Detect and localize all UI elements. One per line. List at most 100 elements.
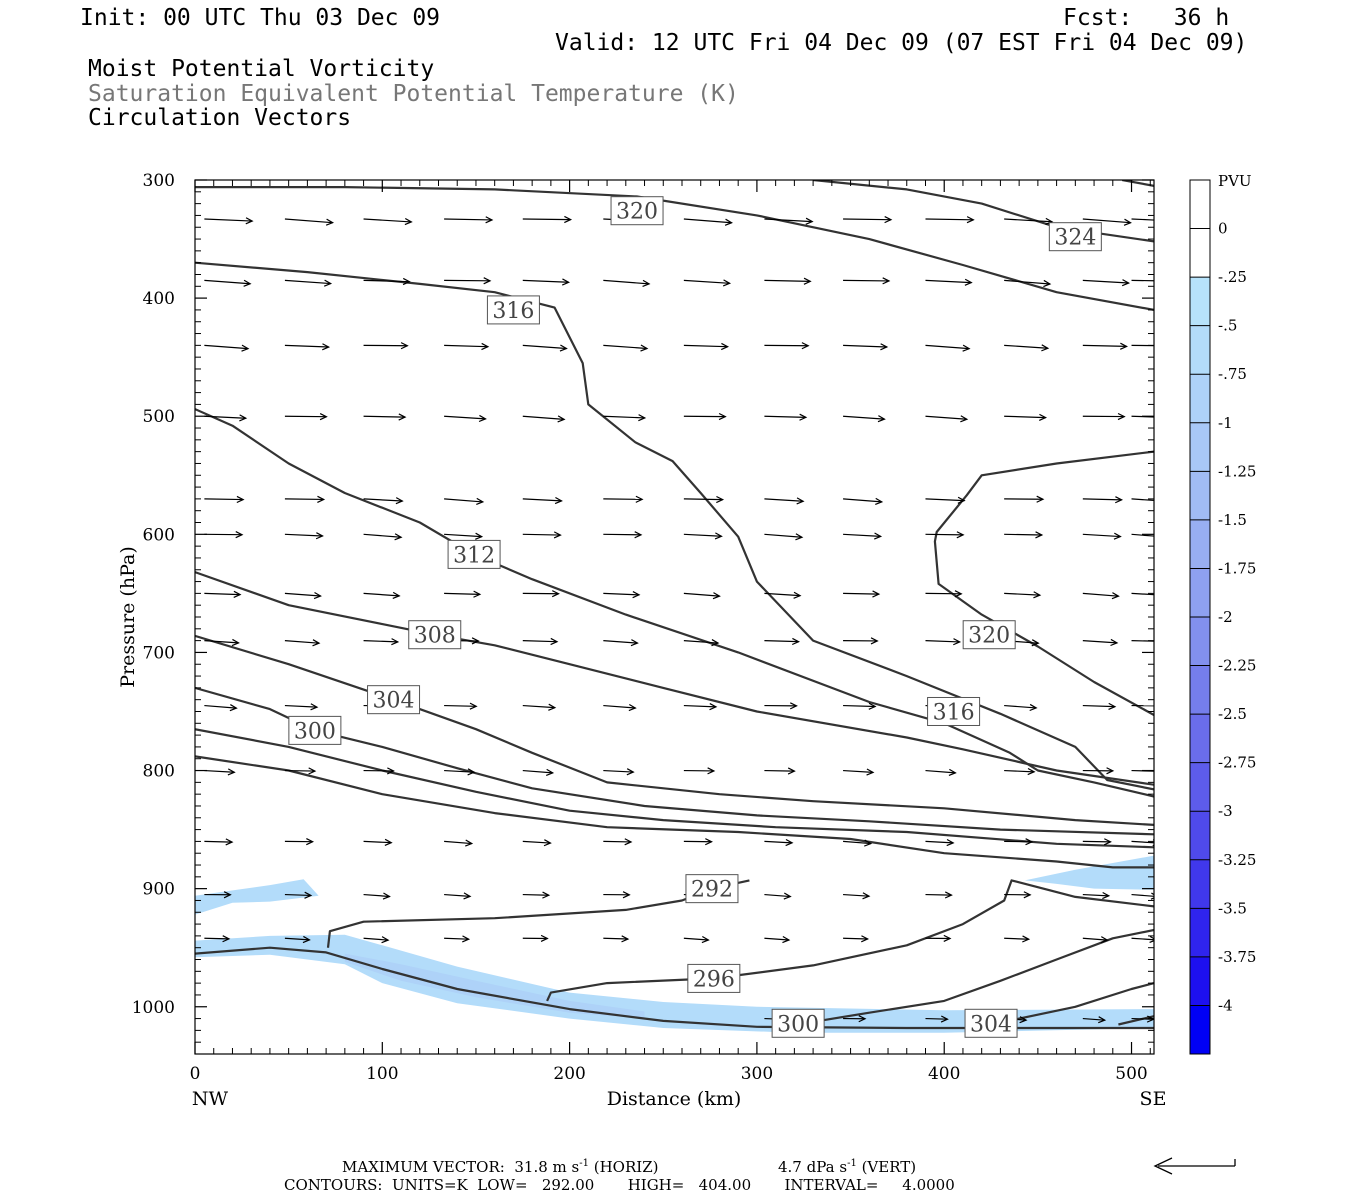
theta-e-contour-9 <box>195 728 1154 849</box>
circulation-vector <box>1082 638 1119 647</box>
circulation-vector <box>603 891 631 899</box>
x-axis-label: Distance (km) <box>607 1088 742 1110</box>
colorbar-swatch <box>1190 422 1210 472</box>
colorbar-swatch <box>1190 665 1210 715</box>
circulation-vector <box>1131 769 1154 772</box>
circulation-vector <box>764 277 812 285</box>
contour-label-box <box>771 1008 825 1038</box>
circulation-vector <box>363 217 413 226</box>
contour-label: 304 <box>964 1008 1018 1038</box>
circulation-vector <box>522 415 566 423</box>
circulation-vector <box>925 415 969 423</box>
circulation-vector <box>925 768 957 776</box>
colorbar-swatch <box>1190 1005 1210 1055</box>
colorbar-label: -.75 <box>1218 365 1247 383</box>
max-vector-text: MAXIMUM VECTOR: 31.8 m s-1 (HORIZ) <box>342 1158 659 1176</box>
circulation-vector <box>284 767 317 775</box>
mpv-region-1 <box>195 934 1154 1033</box>
circulation-vector <box>843 935 870 943</box>
circulation-vector <box>843 892 871 900</box>
circulation-vector <box>363 277 411 286</box>
circulation-vector <box>444 532 484 540</box>
circulation-vector <box>204 704 238 712</box>
contour-label: 320 <box>610 196 664 226</box>
valid-time: Valid: 12 UTC Fri 04 Dec 09 (07 EST Fri … <box>555 30 1248 56</box>
contour-label: 320 <box>962 620 1016 650</box>
circulation-vector <box>522 891 551 899</box>
circulation-vector <box>1004 217 1054 225</box>
plot-frame <box>194 179 1155 1055</box>
circulation-vector <box>522 215 573 224</box>
circulation-vector <box>204 638 240 647</box>
theta-e-contour-2 <box>1121 180 1154 187</box>
circulation-vector <box>1082 496 1124 504</box>
colorbar-swatch <box>1190 617 1210 667</box>
mpv-region-2 <box>344 953 645 1019</box>
field-title-thetae: Saturation Equivalent Potential Temperat… <box>88 81 739 107</box>
circulation-vector <box>1004 591 1042 599</box>
circulation-vector <box>843 1015 867 1023</box>
circulation-vector <box>1004 531 1044 539</box>
circulation-vector <box>1082 592 1120 600</box>
colorbar-swatch <box>1190 859 1210 909</box>
contour-label: 308 <box>408 620 462 650</box>
contour-label-box <box>962 620 1016 650</box>
init-time: Init: 00 UTC Thu 03 Dec 09 <box>80 5 441 31</box>
circulation-vector <box>444 277 492 285</box>
contour-label-text: 304 <box>373 689 415 714</box>
circulation-vector <box>1082 936 1109 944</box>
circulation-vector <box>284 279 333 287</box>
circulation-vector <box>204 891 232 899</box>
field-title-mpv: Moist Potential Vorticity <box>88 56 435 82</box>
contour-label-box <box>685 874 739 904</box>
theta-e-contour-15 <box>990 982 1154 1026</box>
circulation-vector <box>603 703 637 712</box>
y-tick-label: 500 <box>143 407 175 427</box>
circulation-vector <box>683 639 720 647</box>
colorbar-label: -1 <box>1218 414 1233 432</box>
circulation-vector <box>284 218 335 226</box>
y-tick-label: 700 <box>143 643 175 663</box>
circulation-vector <box>1131 592 1154 596</box>
colorbar-label: -3.5 <box>1218 899 1247 917</box>
circulation-vector <box>363 533 403 541</box>
circulation-vector <box>204 935 231 943</box>
circulation-vector <box>522 496 563 505</box>
contour-label-text: 300 <box>294 719 336 744</box>
circulation-vector <box>284 639 321 647</box>
contour-label-box <box>964 1008 1018 1038</box>
circulation-vector <box>284 703 319 711</box>
circulation-vector <box>1004 413 1048 421</box>
circulation-vector <box>444 342 490 351</box>
contour-label-box <box>610 196 664 226</box>
circulation-vector <box>1004 344 1050 352</box>
circulation-vector <box>764 413 808 421</box>
colorbar-label: -1.75 <box>1218 559 1256 577</box>
circulation-vector <box>925 344 971 352</box>
circulation-vector <box>925 278 973 286</box>
contour-label-text: 320 <box>616 200 658 225</box>
theta-e-contour-1 <box>812 180 1154 243</box>
circulation-vector <box>444 768 476 776</box>
colorbar-title: PVU <box>1218 172 1252 190</box>
colorbar-label: -.25 <box>1218 268 1247 286</box>
circulation-vector <box>363 342 409 350</box>
circulation-vector <box>603 531 643 539</box>
theta-e-contour-16 <box>1118 1015 1154 1026</box>
circulation-vector <box>1082 218 1132 226</box>
circulation-vector <box>284 532 324 540</box>
circulation-vector <box>363 936 390 944</box>
contour-label: 316 <box>927 696 981 726</box>
circulation-vector <box>284 591 322 600</box>
colorbar-swatch <box>1190 714 1210 764</box>
circulation-vector <box>1082 532 1122 540</box>
circulation-vector <box>444 216 494 224</box>
circulation-vector <box>1082 702 1117 711</box>
circulation-vector <box>1131 498 1154 502</box>
circulation-vector <box>284 413 328 421</box>
circulation-vector <box>925 216 975 224</box>
colorbar-label: -2 <box>1218 608 1233 626</box>
theta-e-contour-13 <box>546 879 1154 1002</box>
colorbar-label: -3.75 <box>1218 948 1256 966</box>
